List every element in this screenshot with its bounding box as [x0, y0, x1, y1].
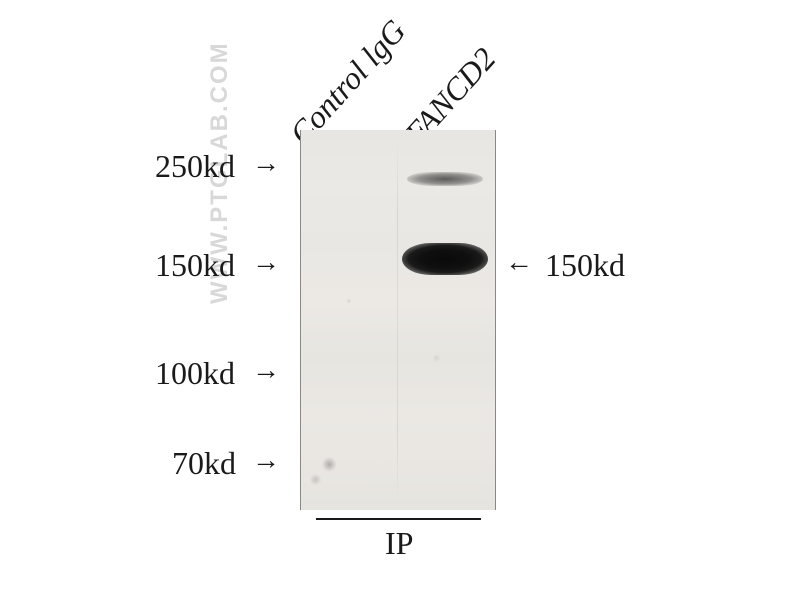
- lane-divider: [397, 140, 398, 500]
- marker-70: 70kd: [172, 445, 236, 482]
- right-label-150kd: 150kd: [545, 247, 625, 284]
- band-upper-faint: [407, 172, 483, 186]
- blot-border-right: [495, 130, 496, 510]
- blot-border-left: [300, 130, 301, 510]
- marker-arrow-70: →: [252, 445, 280, 477]
- ip-underline: [316, 518, 481, 520]
- marker-arrow-100: →: [252, 355, 280, 387]
- ip-label: IP: [385, 525, 413, 562]
- band-main-150kd: [402, 243, 488, 275]
- marker-100: 100kd: [155, 355, 235, 392]
- marker-arrow-150: →: [252, 247, 280, 279]
- marker-250: 250kd: [155, 148, 235, 185]
- figure-container: WWW.PTGLAB.COM Control lgG FANCD2 250kd …: [0, 0, 800, 600]
- marker-arrow-250: →: [252, 148, 280, 180]
- marker-150: 150kd: [155, 247, 235, 284]
- right-arrow-150kd: ←: [505, 247, 533, 279]
